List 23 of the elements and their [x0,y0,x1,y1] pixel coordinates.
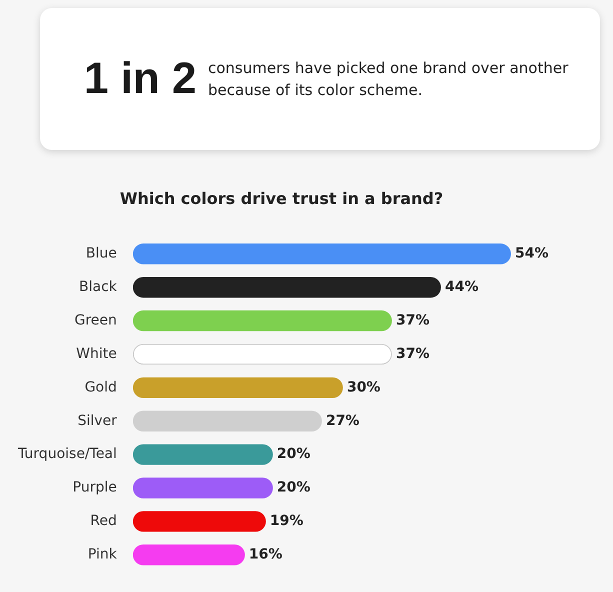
data-label: 37% [396,312,430,328]
text: 1 in 2 [84,54,198,104]
y-tick-label: Silver [78,412,118,429]
data-label: 16% [248,546,282,563]
y-tick-label: Blue [86,246,117,262]
text: consumers have picked one brand over another because of its color scheme. [208,58,570,101]
data-label: 19% [270,513,304,530]
data-label: 20% [276,446,310,462]
y-tick-label: Pink [88,546,118,563]
y-tick-label: Purple [72,480,117,496]
data-label: 30% [346,379,380,396]
y-tick-label: White [76,346,117,362]
y-tick-label: Red [90,513,117,530]
data-label: 37% [396,346,430,362]
y-tick-label: Gold [84,379,117,396]
data-label: 20% [276,480,310,496]
data-label: 54% [514,246,549,262]
data-label: 27% [326,412,360,429]
chart-title: Which colors drive trust in a brand? [120,188,444,208]
y-tick-label: Green [74,312,117,328]
y-tick-label: Turquoise/Teal [16,446,117,462]
data-label: 44% [444,279,478,295]
y-tick-label: Black [79,279,118,295]
